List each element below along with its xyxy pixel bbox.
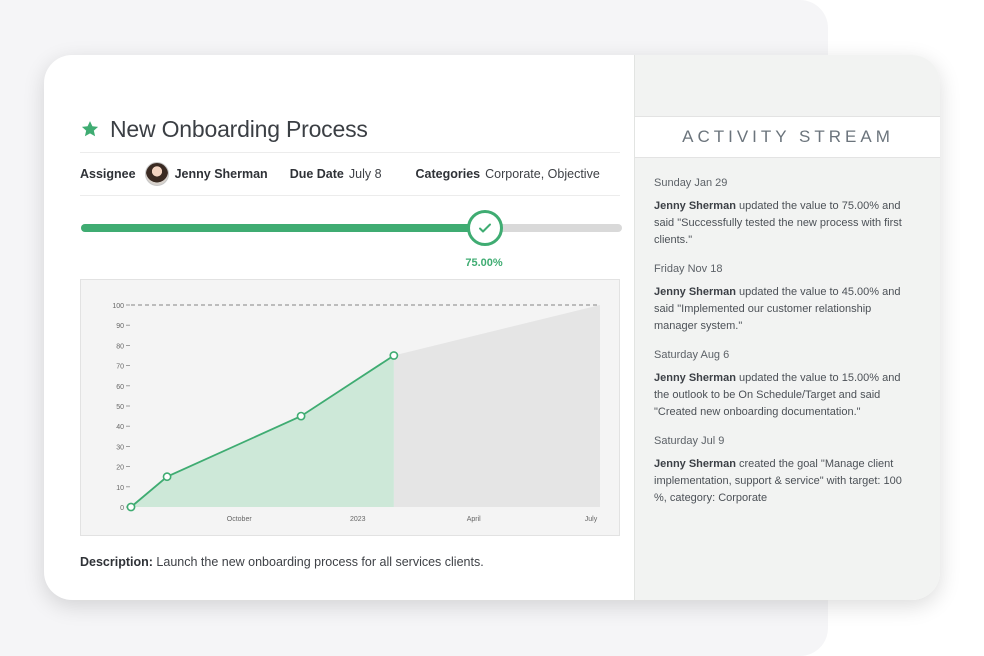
- activity-item: Saturday Jul 9 Jenny Sherman created the …: [654, 435, 916, 507]
- x-tick-label: April: [467, 516, 481, 523]
- check-icon: [479, 223, 491, 233]
- activity-text: Jenny Sherman updated the value to 45.00…: [654, 284, 916, 335]
- goal-title-row: New Onboarding Process: [80, 115, 368, 143]
- activity-text: Jenny Sherman created the goal "Manage c…: [654, 456, 916, 507]
- data-point: [389, 351, 399, 360]
- activity-stream-header: ACTIVITY STREAM: [635, 116, 940, 158]
- progress-line: [130, 354, 395, 508]
- y-tick-label: 70: [116, 364, 124, 371]
- activity-user[interactable]: Jenny Sherman: [654, 372, 736, 384]
- activity-date: Saturday Aug 6: [654, 349, 730, 361]
- progress-handle[interactable]: [467, 210, 503, 246]
- activity-date: Friday Nov 18: [654, 263, 723, 275]
- y-tick-label: 90: [116, 323, 124, 330]
- star-icon[interactable]: [80, 119, 100, 139]
- y-tick-label: 40: [116, 424, 124, 431]
- data-point: [296, 411, 306, 421]
- y-tick-label: 100: [112, 303, 124, 310]
- activity-message: updated the value to 15.00% and the outl…: [654, 372, 901, 418]
- activity-item: Saturday Aug 6 Jenny Sherman updated the …: [654, 349, 916, 421]
- activity-user[interactable]: Jenny Sherman: [654, 200, 736, 212]
- categories-value: Corporate, Objective: [485, 167, 600, 181]
- activity-user[interactable]: Jenny Sherman: [654, 458, 736, 470]
- assignee-label: Assignee: [80, 167, 136, 181]
- description-text: Launch the new onboarding process for al…: [156, 555, 484, 569]
- chart-svg: 0 10 20 30 40 50 60 70 80 90 100 October 2023 April Ju…: [112, 303, 600, 523]
- activity-item: Sunday Jan 29 Jenny Sherman updated the v…: [654, 177, 916, 249]
- activity-date: Saturday Jul 9: [654, 435, 725, 447]
- activity-text: Jenny Sherman updated the value to 15.00…: [654, 370, 916, 421]
- goal-details: New Onboarding Process Assignee Jenny Sh…: [44, 55, 634, 600]
- progress-area: [131, 355, 394, 507]
- y-tick-label: 60: [116, 384, 124, 391]
- activity-date: Sunday Jan 29: [654, 177, 728, 189]
- progress-chart: 0 10 20 30 40 50 60 70 80 90 100 October 2023 April Ju…: [80, 279, 620, 536]
- activity-message: created the goal "Manage client implemen…: [654, 458, 902, 504]
- activity-text: Jenny Sherman updated the value to 75.00…: [654, 198, 916, 249]
- data-point: [126, 502, 136, 512]
- y-tick-label: 50: [116, 404, 124, 411]
- due-date-value: July 8: [348, 167, 382, 181]
- progress-value: 75.00%: [465, 257, 503, 269]
- x-tick-label: 2023: [350, 516, 366, 523]
- goal-meta-row: Assignee Jenny Sherman Due Date July 8 C…: [80, 152, 620, 196]
- goal-title: New Onboarding Process: [110, 115, 368, 142]
- activity-item: Friday Nov 18 Jenny Sherman updated the v…: [654, 263, 916, 335]
- assignee-name[interactable]: Jenny Sherman: [174, 167, 268, 181]
- x-tick-label: July: [585, 516, 598, 523]
- progress-bar[interactable]: [81, 224, 622, 232]
- y-tick-label: 30: [116, 444, 124, 451]
- x-tick-label: October: [227, 516, 253, 523]
- goal-card: New Onboarding Process Assignee Jenny Sh…: [44, 55, 940, 600]
- activity-message: updated the value to 75.00% and said "Su…: [654, 200, 902, 246]
- y-tick-label: 0: [120, 505, 124, 512]
- description: Description: Launch the new onboarding p…: [80, 555, 484, 569]
- forecast-area: [393, 305, 600, 507]
- description-label: Description:: [80, 555, 153, 569]
- data-point: [162, 472, 172, 482]
- due-date-label: Due Date: [289, 167, 344, 181]
- categories-label: Categories: [415, 167, 481, 181]
- y-tick-label: 80: [116, 343, 124, 350]
- y-tick-label: 20: [116, 465, 124, 472]
- activity-feed: Sunday Jan 29 Jenny Sherman updated the v…: [654, 177, 916, 521]
- activity-message: updated the value to 45.00% and said "Im…: [654, 286, 901, 332]
- y-tick-label: 10: [116, 485, 124, 492]
- activity-user[interactable]: Jenny Sherman: [654, 286, 736, 298]
- progress-fill: [81, 224, 487, 232]
- activity-panel: ACTIVITY STREAM Sunday Jan 29 Jenny Sherm…: [634, 55, 940, 600]
- avatar[interactable]: [144, 162, 169, 186]
